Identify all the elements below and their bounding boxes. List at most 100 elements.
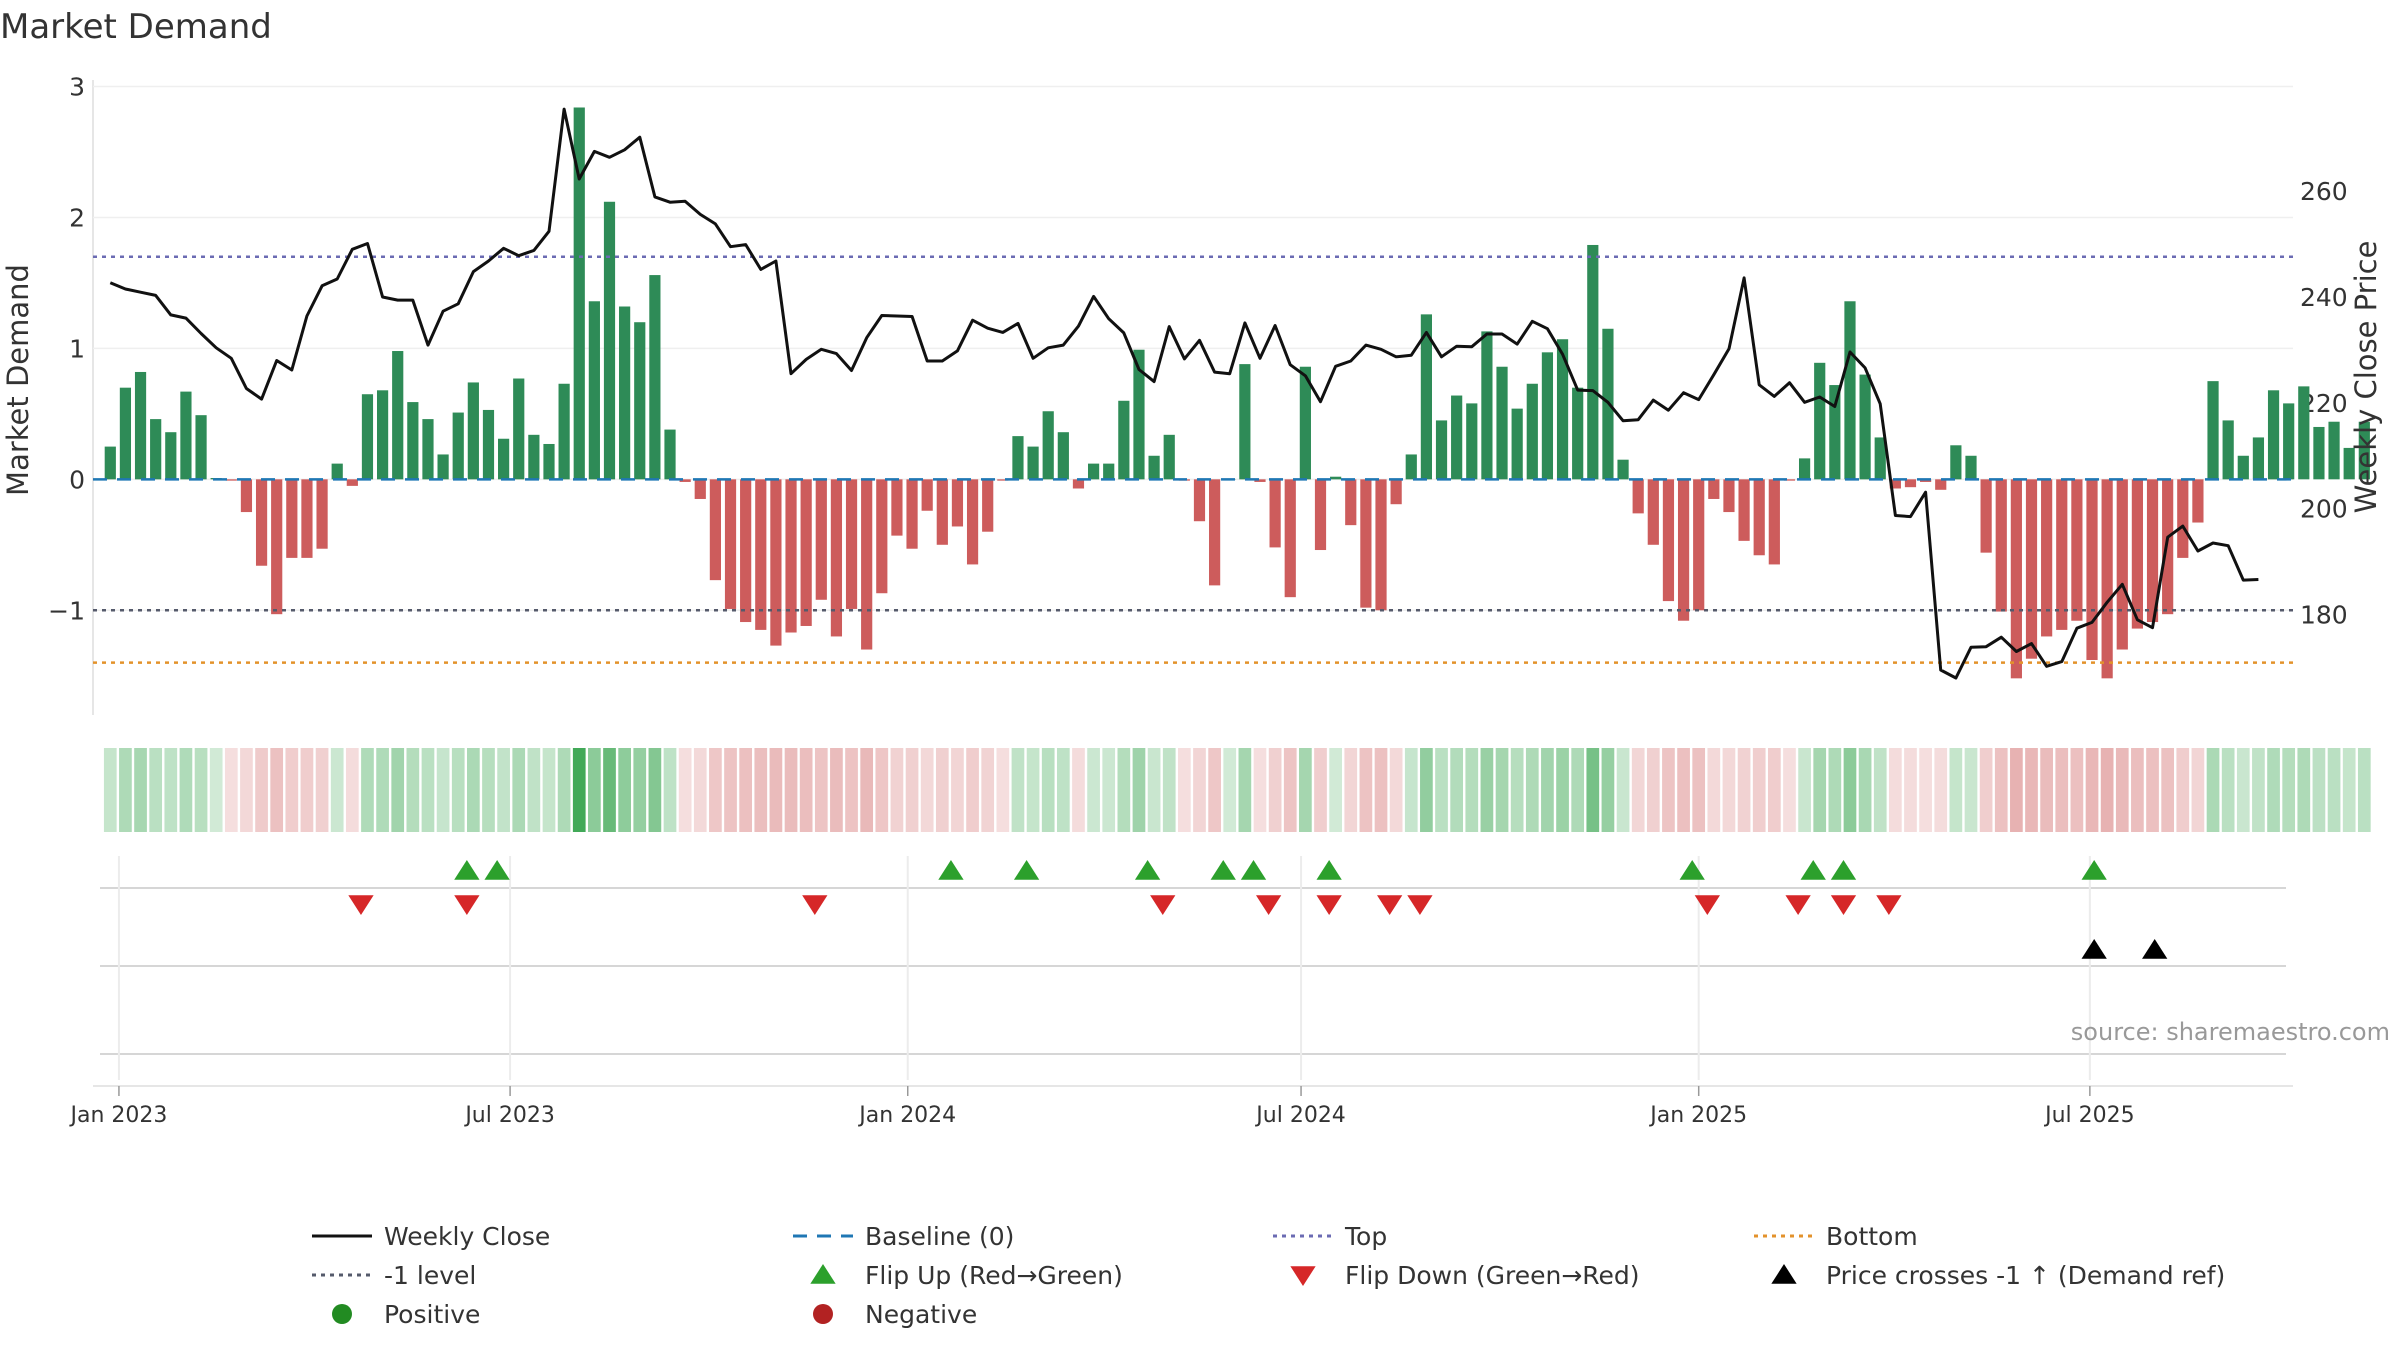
demand-bar	[1314, 479, 1327, 551]
x-axis-ticks: Jan 2023 Jul 2023 Jan 2024 Jul 2024 Jan 2025…	[68, 1086, 2135, 1128]
demand-bar	[1481, 331, 1493, 480]
heat-cell	[1314, 748, 1327, 832]
demand-bar	[664, 429, 676, 480]
demand-bar	[1920, 479, 1932, 482]
heat-cell	[1889, 748, 1902, 832]
heat-cell	[890, 748, 904, 832]
legend-label: Positive	[384, 1300, 480, 1329]
heat-cell	[1072, 748, 1085, 832]
demand-bar	[755, 479, 767, 630]
flip-down-marker	[1694, 895, 1720, 915]
legend-label: Weekly Close	[384, 1222, 550, 1251]
demand-bar	[861, 479, 873, 650]
demand-bar	[2131, 479, 2143, 629]
heat-cell	[1662, 748, 1675, 832]
heat-cell	[1435, 748, 1448, 832]
heat-cell	[966, 748, 979, 832]
source-credit: source: sharemaestro.com	[2071, 1018, 2390, 1046]
heat-cell	[1041, 748, 1055, 832]
x-tick-label: Jan 2025	[1648, 1103, 1747, 1128]
x-tick-label: Jan 2024	[857, 1103, 956, 1128]
demand-bar	[649, 275, 661, 480]
demand-bar	[467, 382, 479, 480]
demand-bar	[1269, 479, 1281, 548]
demand-bar	[2207, 381, 2219, 480]
demand-bar	[1360, 479, 1372, 608]
heat-cell	[1692, 748, 1706, 832]
heat-cell	[240, 748, 253, 832]
heat-cell	[1283, 748, 1297, 832]
heat-cell	[875, 748, 889, 832]
legend-item: Flip Down (Green→Red)	[1290, 1261, 1640, 1290]
heat-cell	[1132, 748, 1146, 832]
heat-cell	[678, 748, 692, 832]
heat-cell	[603, 748, 616, 832]
demand-bar	[1027, 446, 1039, 480]
demand-bar	[1087, 463, 1100, 480]
demand-bar	[104, 446, 116, 480]
demand-bar	[1209, 479, 1221, 586]
price-cross-markers	[2081, 939, 2168, 959]
demand-bar	[1995, 479, 2007, 612]
heat-cell	[724, 748, 737, 832]
heat-cell	[451, 748, 465, 832]
y2-tick-label: 200	[2300, 495, 2348, 524]
heat-cell	[2131, 748, 2144, 832]
heat-cell	[2146, 748, 2159, 832]
demand-bar	[1617, 459, 1629, 480]
heat-cell	[814, 748, 828, 832]
flip-down-marker	[1316, 895, 1342, 915]
flip-up-marker	[1240, 860, 1267, 880]
heat-cell	[1541, 748, 1554, 832]
demand-bar	[1057, 432, 1069, 480]
demand-bar	[1420, 314, 1432, 480]
heat-cell	[905, 748, 919, 832]
legend-item: -1 level	[312, 1261, 476, 1290]
demand-bar	[1330, 476, 1342, 480]
y-tick-label: 0	[69, 465, 85, 494]
demand-bar	[437, 454, 449, 480]
heat-cell	[1404, 748, 1418, 832]
heat-cell	[1783, 748, 1796, 832]
heat-cell	[2010, 748, 2023, 832]
heat-cell	[1344, 748, 1358, 832]
demand-bar	[1753, 479, 1765, 556]
demand-bar	[422, 419, 434, 480]
heat-cell	[1147, 748, 1161, 832]
heat-cell	[2357, 748, 2371, 832]
demand-bar	[2222, 420, 2234, 480]
y2-axis-label: Weekly Close Price	[2349, 241, 2383, 514]
heat-cell	[2342, 748, 2356, 832]
heat-cell	[618, 748, 631, 832]
demand-bar	[1163, 434, 1175, 480]
y-tick-label: −1	[48, 596, 85, 625]
heat-cell	[1964, 748, 1978, 832]
price-cross-marker	[2142, 939, 2168, 959]
heat-cell	[1813, 748, 1827, 832]
x-tick-label: Jan 2023	[68, 1103, 167, 1128]
legend-item: Flip Up (Red→Green)	[810, 1261, 1123, 1290]
flip-up-marker	[454, 860, 480, 880]
demand-bar	[1662, 479, 1675, 602]
heat-cell	[1117, 748, 1131, 832]
demand-bar	[1496, 366, 1508, 480]
heat-cell	[2282, 748, 2296, 832]
y-tick-label: 2	[69, 203, 85, 232]
heat-cell	[224, 748, 238, 832]
flip-down-marker	[454, 895, 480, 915]
legend-swatch	[1771, 1264, 1797, 1284]
y-tick-label: 3	[69, 73, 85, 102]
heat-cell	[1299, 748, 1312, 832]
heat-cell	[2100, 748, 2114, 832]
demand-bar	[603, 201, 616, 480]
heat-cell	[920, 748, 934, 832]
heat-cell	[103, 748, 117, 832]
flip-up-marker	[1013, 860, 1040, 880]
legend-label: -1 level	[384, 1261, 476, 1290]
heat-cell	[1374, 748, 1388, 832]
weekly-close-line	[109, 107, 2259, 680]
heat-cell	[1873, 748, 1887, 832]
demand-bar	[1677, 479, 1690, 621]
demand-bar	[376, 390, 389, 480]
